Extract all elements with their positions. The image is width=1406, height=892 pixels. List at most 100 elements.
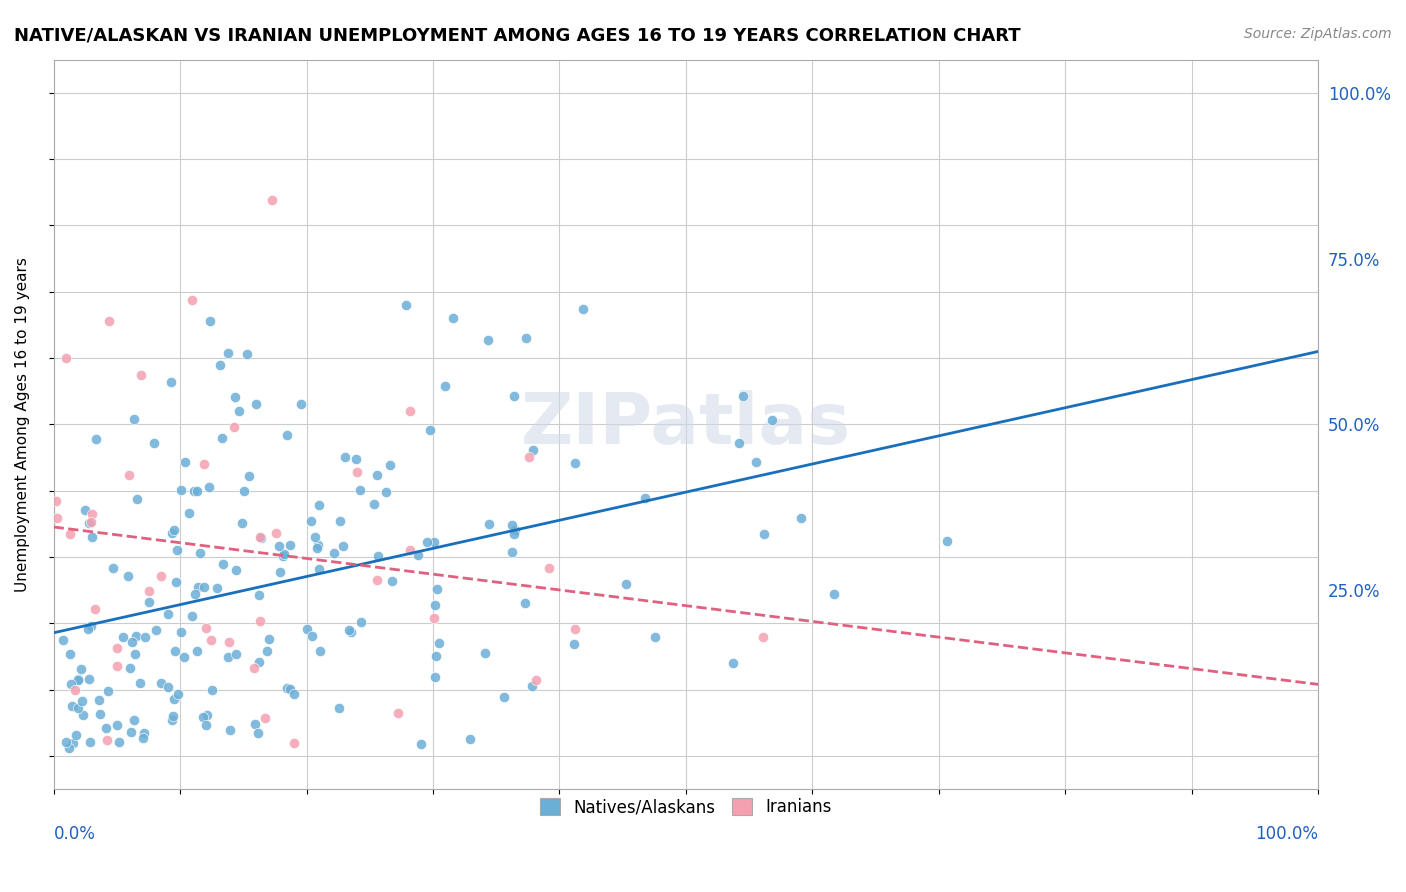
Point <box>228 404 250 418</box>
Y-axis label: Unemployment Among Ages 16 to 19 years: Unemployment Among Ages 16 to 19 years <box>15 257 30 591</box>
Point <box>198 314 221 328</box>
Point <box>170 625 193 640</box>
Point <box>45 493 67 508</box>
Point <box>121 635 143 649</box>
Point <box>616 576 638 591</box>
Point <box>262 194 284 208</box>
Point <box>217 346 239 360</box>
Point <box>458 731 481 746</box>
Point <box>329 514 352 528</box>
Point <box>256 644 278 658</box>
Point <box>132 731 155 745</box>
Point <box>201 682 224 697</box>
Point <box>524 673 547 687</box>
Point <box>59 648 82 662</box>
Point <box>243 716 266 731</box>
Point <box>195 621 218 635</box>
Point <box>478 516 501 531</box>
Point <box>143 436 166 450</box>
Point <box>276 428 298 442</box>
Point <box>332 539 354 553</box>
Point <box>128 676 150 690</box>
Point <box>408 549 430 563</box>
Point <box>299 514 322 528</box>
Point <box>503 524 526 538</box>
Point <box>247 655 270 669</box>
Point <box>59 676 82 690</box>
Point <box>72 708 94 723</box>
Point <box>66 701 89 715</box>
Point <box>249 530 271 544</box>
Point <box>183 483 205 498</box>
Point <box>349 483 371 498</box>
Point <box>59 526 82 541</box>
Point <box>191 709 214 723</box>
Point <box>55 735 77 749</box>
Point <box>381 574 404 589</box>
Point <box>120 724 142 739</box>
Point <box>375 485 398 500</box>
Text: 0.0%: 0.0% <box>53 825 96 844</box>
Point <box>278 681 301 696</box>
Point <box>243 660 266 674</box>
Point <box>97 684 120 698</box>
Point <box>378 458 401 472</box>
Point <box>179 506 201 520</box>
Point <box>363 497 385 511</box>
Point <box>173 650 195 665</box>
Point <box>538 561 561 575</box>
Point <box>75 503 97 517</box>
Point <box>562 637 585 651</box>
Point <box>103 560 125 574</box>
Point <box>416 534 439 549</box>
Point <box>395 298 418 312</box>
Point <box>425 648 447 663</box>
Point <box>219 723 242 738</box>
Point <box>789 511 811 525</box>
Point <box>309 644 332 658</box>
Point <box>225 563 247 577</box>
Point <box>132 726 155 740</box>
Point <box>105 640 128 655</box>
Point <box>494 690 516 704</box>
Point <box>425 670 447 684</box>
Point <box>180 293 202 307</box>
Point <box>761 413 783 427</box>
Point <box>167 687 190 701</box>
Point <box>752 526 775 541</box>
Point <box>67 673 90 687</box>
Point <box>55 351 77 365</box>
Text: Source: ZipAtlas.com: Source: ZipAtlas.com <box>1244 27 1392 41</box>
Point <box>211 430 233 444</box>
Point <box>163 692 186 706</box>
Point <box>166 542 188 557</box>
Point <box>233 484 256 499</box>
Point <box>79 735 101 749</box>
Point <box>124 647 146 661</box>
Point <box>273 547 295 561</box>
Point <box>474 646 496 660</box>
Point <box>193 457 215 471</box>
Point <box>186 483 208 498</box>
Point <box>150 569 173 583</box>
Point <box>349 615 371 629</box>
Point <box>62 736 84 750</box>
Point <box>134 630 156 644</box>
Point <box>501 518 523 533</box>
Point <box>259 632 281 647</box>
Point <box>387 706 409 721</box>
Point <box>283 687 305 701</box>
Point <box>247 588 270 602</box>
Point <box>188 546 211 560</box>
Point <box>644 631 666 645</box>
Point <box>752 630 775 644</box>
Point <box>399 543 422 558</box>
Point <box>105 718 128 732</box>
Point <box>157 681 180 695</box>
Point <box>634 491 657 505</box>
Point <box>79 515 101 529</box>
Point <box>72 694 94 708</box>
Point <box>222 420 245 434</box>
Point <box>231 516 253 531</box>
Point <box>307 538 329 552</box>
